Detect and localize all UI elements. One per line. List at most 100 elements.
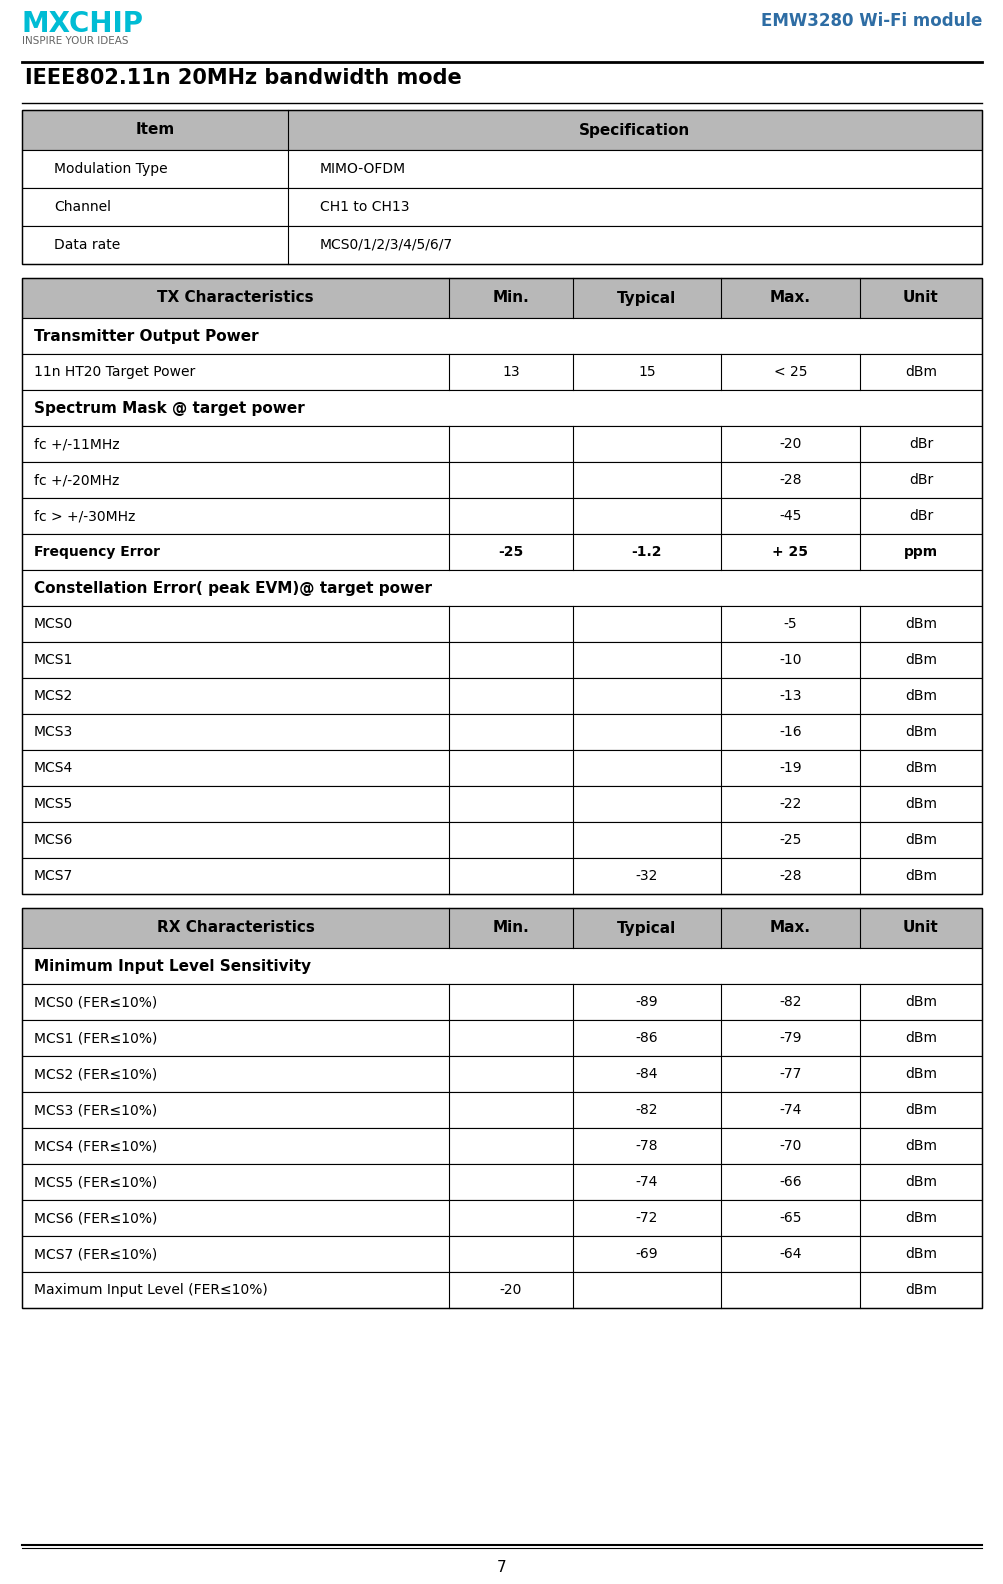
Text: MCS0: MCS0 <box>34 618 73 630</box>
Text: MCS6: MCS6 <box>34 833 73 847</box>
Text: Spectrum Mask @ target power: Spectrum Mask @ target power <box>34 401 305 415</box>
Text: -1.2: -1.2 <box>631 545 662 559</box>
Bar <box>22 947 981 984</box>
Text: -28: -28 <box>778 870 801 882</box>
Text: dBr: dBr <box>908 508 932 523</box>
Bar <box>22 1201 981 1236</box>
Text: -20: -20 <box>778 437 800 451</box>
Bar <box>22 1236 981 1272</box>
Bar <box>22 1128 981 1164</box>
Bar <box>22 109 981 265</box>
Bar <box>22 279 981 893</box>
Text: Item: Item <box>135 122 175 138</box>
Text: -78: -78 <box>635 1139 658 1153</box>
Text: Minimum Input Level Sensitivity: Minimum Input Level Sensitivity <box>34 958 311 974</box>
Text: dBm: dBm <box>904 1212 936 1224</box>
Text: MCS1 (FER≤10%): MCS1 (FER≤10%) <box>34 1031 157 1045</box>
Text: + 25: + 25 <box>771 545 807 559</box>
Text: -82: -82 <box>635 1102 658 1117</box>
Bar <box>22 678 981 714</box>
Bar <box>22 1091 981 1128</box>
Text: MCS2: MCS2 <box>34 689 73 703</box>
Text: -10: -10 <box>778 653 801 667</box>
Text: -16: -16 <box>778 725 801 740</box>
Text: Maximum Input Level (FER≤10%): Maximum Input Level (FER≤10%) <box>34 1283 268 1297</box>
Bar <box>22 279 981 318</box>
Bar <box>22 109 981 150</box>
Text: EMW3280 Wi-Fi module: EMW3280 Wi-Fi module <box>760 13 981 30</box>
Text: dBm: dBm <box>904 870 936 882</box>
Bar <box>22 714 981 749</box>
Text: Constellation Error( peak EVM)@ target power: Constellation Error( peak EVM)@ target p… <box>34 580 431 596</box>
Text: dBm: dBm <box>904 1068 936 1080</box>
Text: -45: -45 <box>778 508 800 523</box>
Text: Frequency Error: Frequency Error <box>34 545 159 559</box>
Text: -86: -86 <box>635 1031 658 1045</box>
Text: -69: -69 <box>635 1247 658 1261</box>
Bar <box>22 908 981 1308</box>
Text: MIMO-OFDM: MIMO-OFDM <box>320 162 405 176</box>
Text: -79: -79 <box>778 1031 801 1045</box>
Text: Transmitter Output Power: Transmitter Output Power <box>34 328 259 344</box>
Text: Typical: Typical <box>617 290 676 306</box>
Text: MXCHIP: MXCHIP <box>22 10 143 38</box>
Bar <box>22 390 981 426</box>
Bar <box>22 318 981 353</box>
Text: dBm: dBm <box>904 653 936 667</box>
Text: -74: -74 <box>635 1175 658 1190</box>
Text: 11n HT20 Target Power: 11n HT20 Target Power <box>34 364 195 379</box>
Text: INSPIRE YOUR IDEAS: INSPIRE YOUR IDEAS <box>22 36 128 46</box>
Bar <box>22 497 981 534</box>
Bar <box>22 908 981 947</box>
Text: dBm: dBm <box>904 618 936 630</box>
Bar <box>22 859 981 893</box>
Text: dBm: dBm <box>904 1175 936 1190</box>
Text: -82: -82 <box>778 995 801 1009</box>
Text: -89: -89 <box>635 995 658 1009</box>
Text: -5: -5 <box>783 618 796 630</box>
Text: IEEE802.11n 20MHz bandwidth mode: IEEE802.11n 20MHz bandwidth mode <box>25 68 461 89</box>
Text: -28: -28 <box>778 474 801 486</box>
Text: MCS6 (FER≤10%): MCS6 (FER≤10%) <box>34 1212 157 1224</box>
Text: MCS5: MCS5 <box>34 797 73 811</box>
Text: -72: -72 <box>635 1212 658 1224</box>
Text: ppm: ppm <box>903 545 937 559</box>
Text: -25: -25 <box>497 545 524 559</box>
Bar <box>22 353 981 390</box>
Bar <box>22 570 981 607</box>
Text: CH1 to CH13: CH1 to CH13 <box>320 200 409 214</box>
Text: MCS7: MCS7 <box>34 870 73 882</box>
Text: -66: -66 <box>778 1175 801 1190</box>
Text: -64: -64 <box>778 1247 801 1261</box>
Text: 7: 7 <box>496 1560 507 1574</box>
Text: 15: 15 <box>638 364 655 379</box>
Text: MCS7 (FER≤10%): MCS7 (FER≤10%) <box>34 1247 157 1261</box>
Text: fc +/-11MHz: fc +/-11MHz <box>34 437 119 451</box>
Bar <box>22 227 981 265</box>
Bar <box>22 1057 981 1091</box>
Bar <box>22 749 981 786</box>
Bar <box>22 188 981 227</box>
Text: MCS1: MCS1 <box>34 653 73 667</box>
Bar <box>22 822 981 859</box>
Text: 13: 13 <box>502 364 520 379</box>
Text: dBm: dBm <box>904 833 936 847</box>
Text: -32: -32 <box>635 870 658 882</box>
Bar <box>22 150 981 188</box>
Text: dBm: dBm <box>904 797 936 811</box>
Text: dBm: dBm <box>904 760 936 775</box>
Bar <box>22 426 981 463</box>
Text: -13: -13 <box>778 689 801 703</box>
Text: Typical: Typical <box>617 920 676 936</box>
Text: dBm: dBm <box>904 689 936 703</box>
Text: MCS3 (FER≤10%): MCS3 (FER≤10%) <box>34 1102 157 1117</box>
Text: Data rate: Data rate <box>54 238 120 252</box>
Text: Min.: Min. <box>492 290 529 306</box>
Bar <box>22 534 981 570</box>
Text: MCS3: MCS3 <box>34 725 73 740</box>
Text: -84: -84 <box>635 1068 658 1080</box>
Text: MCS5 (FER≤10%): MCS5 (FER≤10%) <box>34 1175 157 1190</box>
Text: MCS4 (FER≤10%): MCS4 (FER≤10%) <box>34 1139 157 1153</box>
Text: -70: -70 <box>778 1139 800 1153</box>
Text: TX Characteristics: TX Characteristics <box>157 290 314 306</box>
